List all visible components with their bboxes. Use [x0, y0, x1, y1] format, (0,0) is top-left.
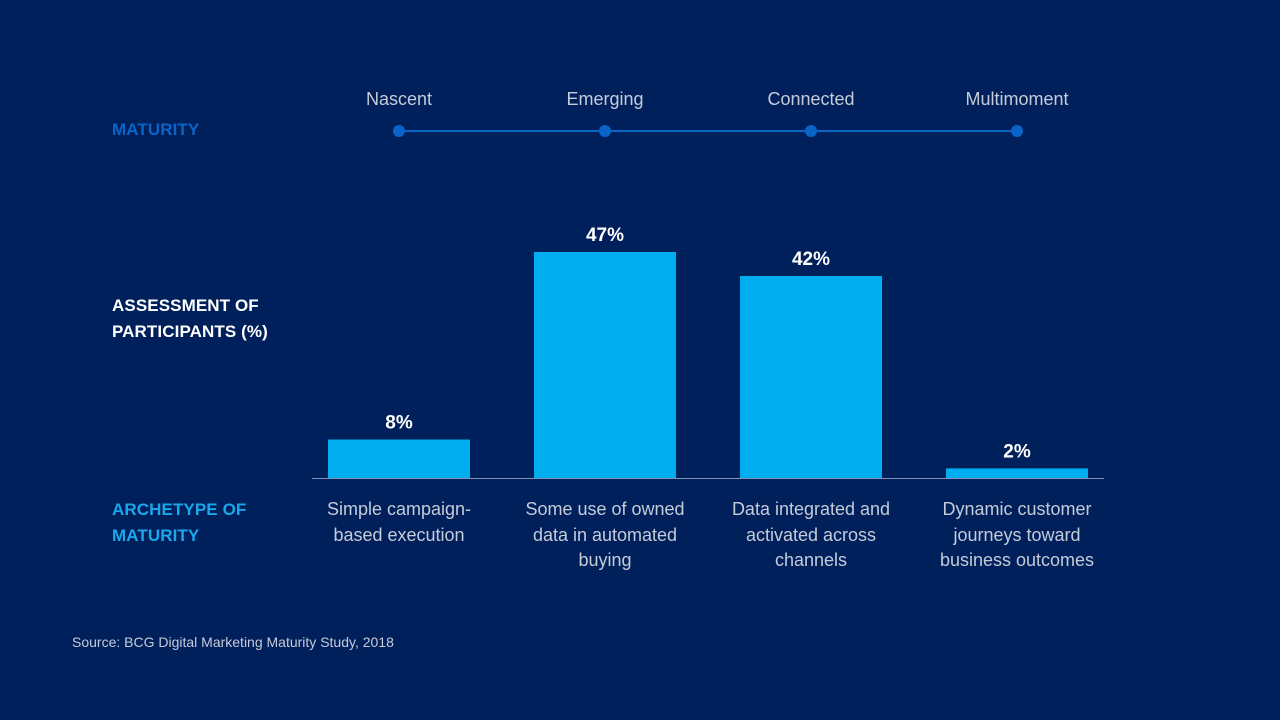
stage-dot-connected	[805, 125, 817, 137]
bars: 8% 47% 42% 2%	[328, 225, 1088, 478]
maturity-row-label: MATURITY	[112, 117, 199, 143]
archetype-label-2-line-3: buying	[578, 550, 632, 570]
assessment-label-line-2: PARTICIPANTS (%)	[112, 322, 268, 341]
archetype-label-2: Some use of owned data in automated buying	[505, 497, 705, 574]
archetype-label-4-line-2: journeys toward	[953, 524, 1081, 545]
stage-label-multimoment: Multimoment	[965, 89, 1068, 109]
archetype-label-4-line-3: business outcomes	[939, 550, 1095, 570]
assessment-label-line-1: ASSESSMENT OF	[112, 296, 259, 315]
archetype-label-3-line-3: channels	[774, 550, 848, 570]
archetype-label-3: Data integrated and activated across chann…	[711, 497, 911, 574]
source-note: Source: BCG Digital Marketing Maturity S…	[72, 634, 394, 650]
bar-2	[534, 252, 676, 478]
bar-chart: 8% 47% 42% 2%	[312, 225, 1104, 479]
maturity-label-text: MATURITY	[112, 120, 200, 139]
stage-dot-emerging	[599, 125, 611, 137]
stage-label-emerging: Emerging	[566, 89, 643, 109]
archetype-label-4: Dynamic customer journeys toward business …	[917, 497, 1117, 574]
bar-3	[740, 276, 882, 478]
archetype-label-2-line-2: data in automated	[532, 524, 678, 545]
archetype-label-4-line-1: Dynamic customer	[942, 499, 1092, 519]
bar-1	[328, 439, 470, 478]
value-label-3: 42%	[792, 249, 830, 270]
archetype-label-2-line-1: Some use of owned	[525, 499, 685, 519]
archetype-label-line-1: ARCHETYPE OF	[112, 500, 247, 519]
bar-4	[946, 468, 1088, 478]
stage-dot-nascent	[393, 125, 405, 137]
stage-markers: Nascent Emerging Connected Multimoment	[366, 89, 1069, 137]
archetype-label-1-line-2: based execution	[333, 524, 465, 545]
stage-dot-multimoment	[1011, 125, 1023, 137]
archetype-row-label: ARCHETYPE OF MATURITY	[112, 497, 246, 549]
archetype-label-3-line-2: activated across	[745, 524, 877, 545]
archetype-label-1-line-1: Simple campaign-	[326, 499, 472, 519]
value-label-2: 47%	[586, 225, 624, 246]
stage-label-connected: Connected	[767, 89, 854, 109]
value-label-1: 8%	[385, 413, 413, 434]
value-label-4: 2%	[1003, 441, 1031, 462]
archetype-label-3-line-1: Data integrated and	[731, 499, 891, 519]
archetype-label-1: Simple campaign-based execution	[299, 497, 499, 548]
stage-label-nascent: Nascent	[366, 89, 432, 109]
maturity-timeline: Nascent Emerging Connected Multimoment	[366, 89, 1069, 137]
archetype-label-line-2: MATURITY	[112, 526, 200, 545]
assessment-row-label: ASSESSMENT OF PARTICIPANTS (%)	[112, 293, 268, 345]
